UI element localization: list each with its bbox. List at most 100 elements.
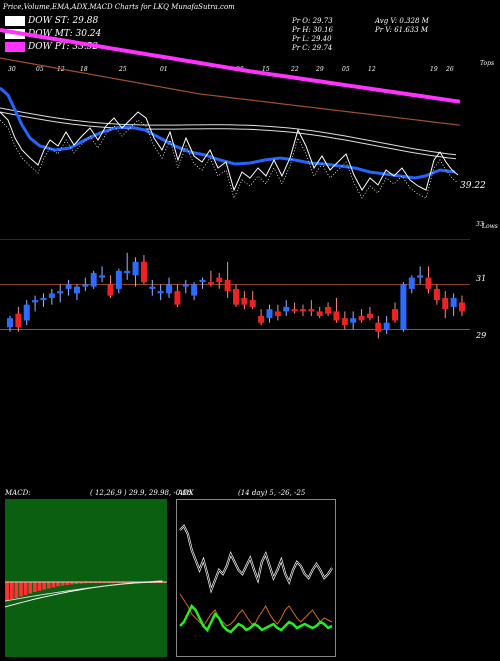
price-ema-chart: 3005121825010815222905121926243107142128… <box>0 28 461 200</box>
macd-label: MACD: <box>5 489 31 497</box>
candle-body <box>199 279 206 283</box>
candle-body <box>274 311 281 316</box>
ema-magenta-line <box>0 28 461 104</box>
macd-histogram-bar <box>70 582 74 585</box>
level-label-33: 33 <box>476 221 484 228</box>
site-name: MunafaSutra.com <box>171 3 235 11</box>
top-date-label: 26 <box>445 66 454 73</box>
top-date-label: 29 <box>315 66 324 73</box>
last-price-label: 39.22 <box>460 181 486 191</box>
candle-body <box>207 282 214 285</box>
plus-di-line <box>179 603 333 634</box>
macd-signal-line <box>4 580 163 602</box>
top-date-label: 12 <box>368 66 376 73</box>
candle-body <box>140 261 147 283</box>
ohlc-close: Pr C: 29.74 <box>292 44 333 52</box>
macd-histogram-bar <box>79 582 83 584</box>
macd-histogram-bar <box>116 582 121 583</box>
legend-dow-pt-label: DOW PT: 33.52 <box>28 42 99 52</box>
macd-chart <box>4 580 167 608</box>
ema-white-line-2 <box>0 111 457 160</box>
candle-body <box>40 297 47 301</box>
candle-body <box>341 318 348 325</box>
chart-title-text: Price,Volume,EMA,ADX,MACD Charts for LKQ <box>3 3 169 11</box>
legend-dow-mt-label: DOW MT: 30.24 <box>28 29 102 39</box>
candle-body <box>182 284 189 287</box>
candle-body <box>166 284 173 294</box>
top-date-label: 15 <box>262 66 270 73</box>
macd-panel <box>4 499 167 657</box>
candle-body <box>291 309 298 312</box>
candle-body <box>15 313 22 328</box>
legend-dow-st: DOW ST: 29.88 <box>5 16 98 26</box>
candle-body <box>459 302 465 312</box>
candlestick-chart <box>0 239 470 339</box>
top-date-label: 22 <box>290 66 299 73</box>
candle-body <box>224 279 231 292</box>
candle-body <box>333 311 340 321</box>
top-date-label: 25 <box>118 66 127 73</box>
candle-body <box>99 275 106 278</box>
macd-histogram-bar <box>107 582 111 583</box>
candle-body <box>90 273 97 287</box>
ohlc-high: Pr H: 30.16 <box>292 26 334 34</box>
candle-body <box>358 315 365 321</box>
candle-body <box>191 284 198 296</box>
candle-body <box>400 284 407 330</box>
candle-body <box>132 261 139 276</box>
candle-body <box>73 286 80 294</box>
macd-histogram-bar <box>56 582 60 587</box>
candle-body <box>57 291 64 294</box>
macd-histogram-bar <box>19 582 23 597</box>
macd-histogram-bar <box>93 582 97 583</box>
ema-blue-line <box>0 86 456 180</box>
ohlc-open: Pr O: 29.73 <box>292 17 333 25</box>
candle-body <box>299 309 306 312</box>
candle-body <box>48 293 55 298</box>
top-date-label: 01 <box>160 66 168 73</box>
macd-histogram-bar <box>33 582 37 592</box>
candle-body <box>392 309 399 321</box>
macd-histogram-bar <box>46 582 51 589</box>
macd-histogram-bar <box>60 582 65 586</box>
top-date-label: 05 <box>342 66 350 73</box>
tops-tag: Tops <box>480 60 495 67</box>
top-date-label: 18 <box>80 66 88 73</box>
adx-params: (14 day) 5, -26, -25 <box>238 489 306 497</box>
top-date-label: 30 <box>8 66 16 73</box>
macd-histogram-bar <box>65 582 70 585</box>
candle-body <box>417 275 424 278</box>
candle-body <box>216 277 223 283</box>
candle-body <box>115 270 122 289</box>
macd-histogram-bar <box>51 582 56 588</box>
candle-body <box>316 311 323 316</box>
candle-body <box>366 313 373 319</box>
candle-body <box>450 297 457 307</box>
candle-body <box>233 288 239 305</box>
macd-histogram-bar <box>102 582 107 583</box>
candle-body <box>107 284 114 296</box>
macd-histogram-bar <box>28 582 33 594</box>
level-label-29: 29 <box>476 331 487 340</box>
candle-body <box>283 306 290 312</box>
macd-histogram-bar <box>130 582 134 583</box>
candle-body <box>433 288 440 301</box>
ema-brown-line <box>0 57 461 126</box>
macd-histogram-bar <box>74 582 79 584</box>
candle-body <box>249 300 256 307</box>
candle-body <box>308 309 315 312</box>
candle-body <box>157 291 164 294</box>
close-price-line <box>0 111 459 192</box>
adx-label: ADX <box>178 489 194 497</box>
candle-body <box>32 300 39 303</box>
candle-body <box>383 322 390 330</box>
volume: Pr V: 61.633 M <box>375 26 429 34</box>
macd-histogram-bar <box>42 582 46 590</box>
macd-histogram-bar <box>14 582 19 598</box>
legend-dow-st-swatch <box>5 16 25 26</box>
avg-volume: Avg V: 0.328 M <box>375 17 429 25</box>
macd-histogram-bar <box>158 582 162 583</box>
candle-body <box>65 284 72 289</box>
macd-histogram-bar <box>121 582 125 583</box>
adx-line-outer <box>179 524 333 594</box>
